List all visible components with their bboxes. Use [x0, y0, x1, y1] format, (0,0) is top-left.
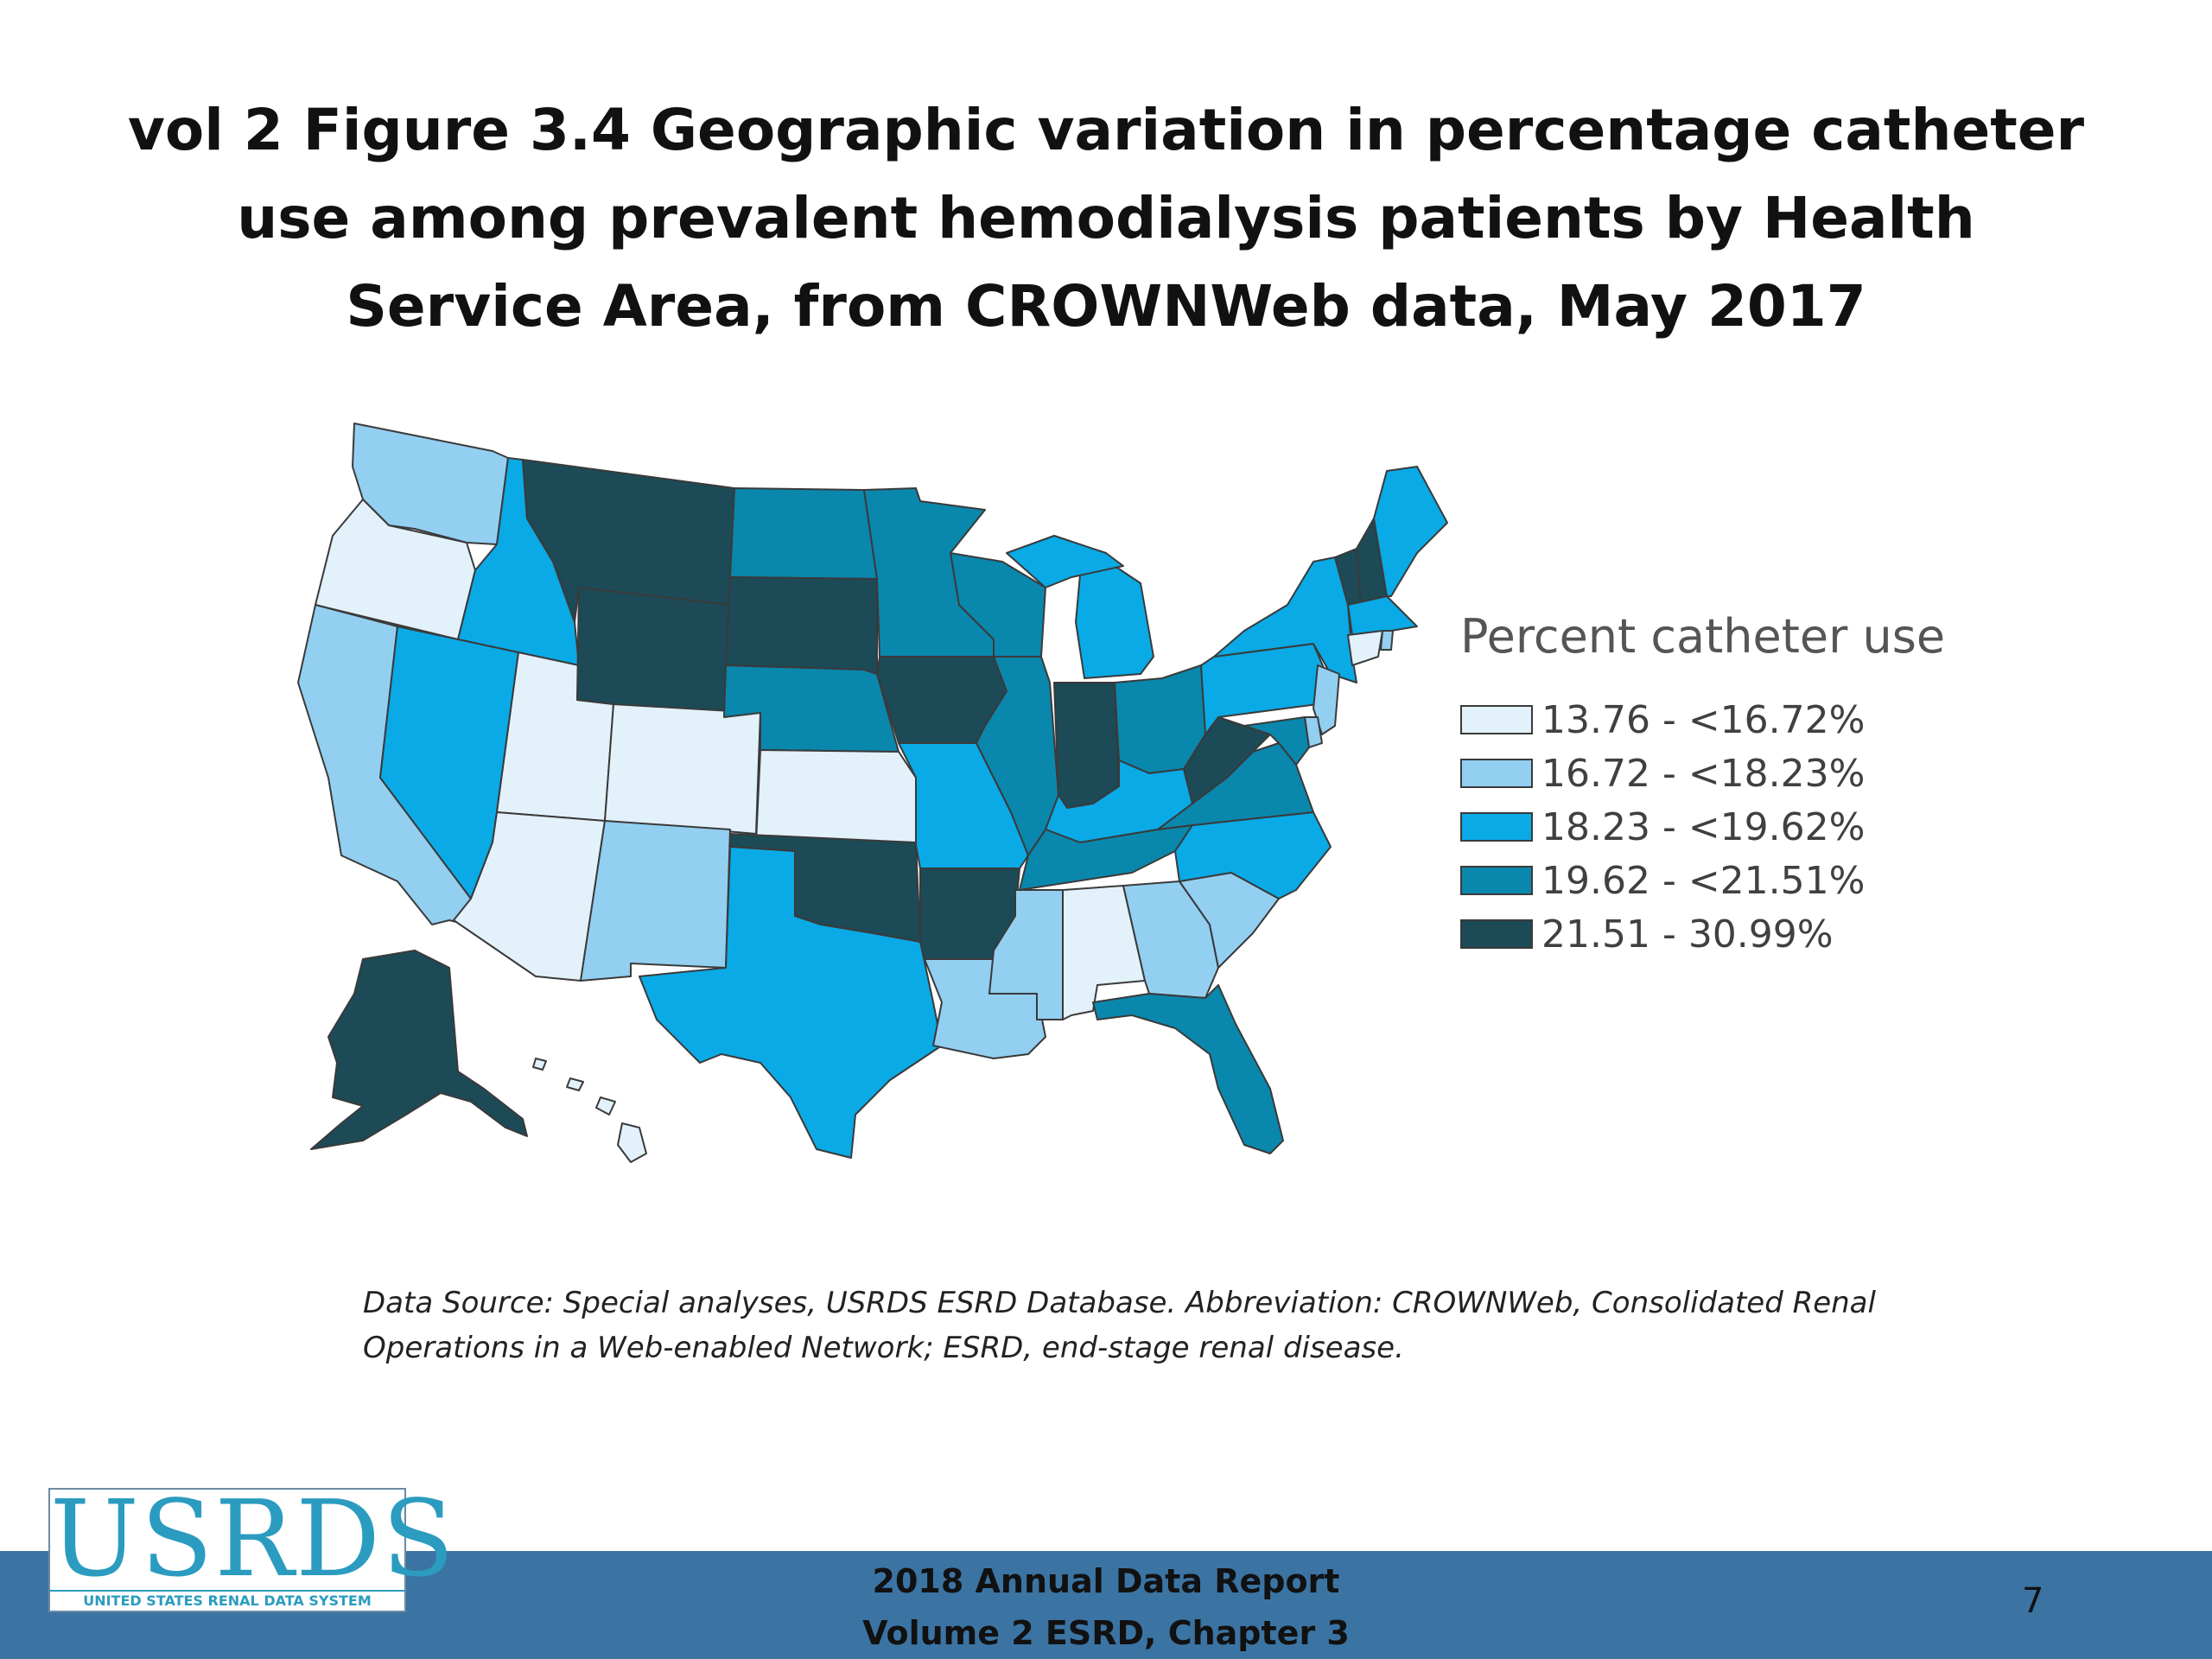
state-TX	[639, 846, 943, 1159]
state-WY	[576, 587, 731, 718]
slide-title: vol 2 Figure 3.4 Geographic variation in…	[127, 97, 2085, 340]
state-ME	[1373, 466, 1448, 597]
state-ND	[729, 487, 878, 580]
state-MD	[1243, 716, 1310, 766]
state-NJ	[1313, 664, 1340, 735]
usrds-logo: USRDS UNITED STATES RENAL DATA SYSTEM	[48, 1478, 456, 1612]
legend-item: 16.72 - <18.23%	[1460, 747, 1945, 800]
state-RI	[1380, 630, 1394, 651]
state-CT	[1347, 630, 1383, 666]
legend-label: 18.23 - <19.62%	[1541, 804, 1866, 849]
data-source-note: Data Source: Special analyses, USRDS ESR…	[363, 1286, 1876, 1365]
legend-item: 18.23 - <19.62%	[1460, 800, 1945, 854]
state-MI	[1075, 565, 1154, 679]
state-AK	[310, 950, 528, 1150]
logo-wordmark: USRDS	[50, 1478, 456, 1600]
state-HI-KAUAI	[532, 1058, 547, 1071]
legend-swatch	[1460, 759, 1533, 788]
state-KS	[755, 749, 917, 846]
legend-label: 19.62 - <21.51%	[1541, 858, 1866, 903]
legend-item: 13.76 - <16.72%	[1460, 693, 1945, 747]
logo-subtext: UNITED STATES RENAL DATA SYSTEM	[50, 1590, 404, 1611]
legend-label: 16.72 - <18.23%	[1541, 751, 1866, 796]
map-legend: Percent catheter use 13.76 - <16.72% 16.…	[1460, 609, 1945, 961]
state-CO	[604, 703, 761, 835]
state-FL	[1092, 984, 1284, 1154]
legend-label: 13.76 - <16.72%	[1541, 697, 1866, 742]
state-HI-BIG	[617, 1122, 647, 1163]
state-HI-OAHU	[566, 1077, 584, 1091]
legend-label: 21.51 - 30.99%	[1541, 912, 1834, 957]
legend-item: 19.62 - <21.51%	[1460, 854, 1945, 907]
legend-title: Percent catheter use	[1460, 609, 1946, 664]
legend-swatch	[1460, 866, 1533, 895]
page-number: 7	[2022, 1581, 2044, 1621]
legend-item: 21.51 - 30.99%	[1460, 907, 1945, 961]
state-MI-UP	[1006, 535, 1124, 588]
legend-swatch	[1460, 812, 1533, 842]
state-WA	[352, 423, 509, 545]
footer-caption: 2018 Annual Data Report Volume 2 ESRD, C…	[760, 1555, 1452, 1659]
footer-line-2: Volume 2 ESRD, Chapter 3	[862, 1614, 1350, 1652]
footer-line-1: 2018 Annual Data Report	[872, 1562, 1340, 1600]
state-HI-MAUI	[595, 1096, 616, 1116]
state-IN	[1053, 682, 1120, 809]
legend-swatch	[1460, 919, 1533, 949]
state-SD	[725, 576, 878, 675]
state-IL	[976, 656, 1059, 856]
state-MA	[1347, 595, 1418, 636]
state-NM	[580, 820, 731, 982]
legend-swatch	[1460, 705, 1533, 734]
